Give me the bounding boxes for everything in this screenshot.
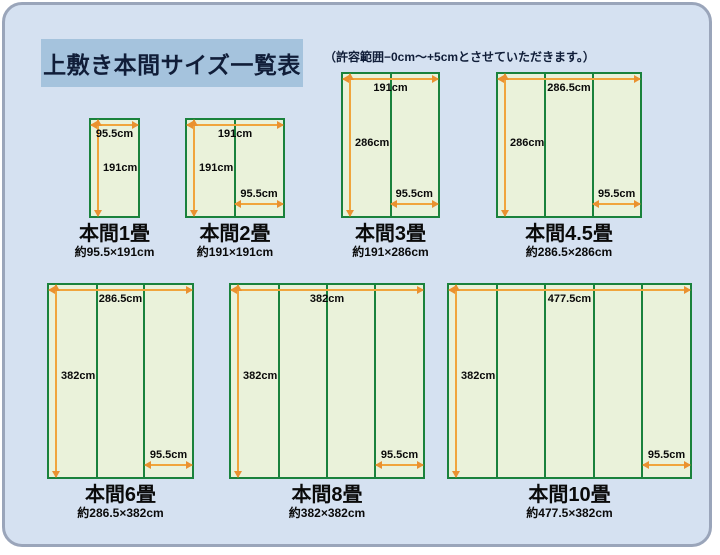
diagram-size-text: 約382×382cm	[288, 506, 366, 520]
height-dim-label: 382cm	[461, 370, 496, 383]
mat-width-arrow	[642, 461, 691, 469]
mat-divider	[326, 285, 328, 477]
height-dim-label: 382cm	[61, 370, 96, 383]
diagram-title: 本間1畳	[78, 223, 151, 245]
width-dim-label: 286.5cm	[547, 82, 591, 94]
mat-width-dim-label: 95.5cm	[647, 449, 686, 461]
width-arrow	[48, 286, 193, 294]
height-arrow	[190, 119, 198, 217]
size-diagram-honma-6jo: 286.5cm 382cm 95.5cm 本間6畳 約286.5×382cm	[47, 283, 194, 520]
diagram-title: 本間8畳	[291, 484, 363, 506]
diagram-title: 本間10畳	[528, 484, 611, 506]
mat-divider	[640, 285, 643, 477]
width-dim-label: 191cm	[373, 82, 408, 94]
mat-divider	[143, 285, 146, 477]
width-arrow	[90, 121, 139, 129]
width-dim-label: 286.5cm	[98, 293, 143, 305]
title-box: 上敷き本間サイズ一覧表	[41, 39, 303, 87]
diagram-size-text: 約286.5×286cm	[525, 245, 613, 259]
mat-divider	[234, 120, 236, 216]
width-arrow	[186, 121, 284, 129]
width-arrow	[448, 286, 691, 294]
diagram-title: 本間6畳	[84, 484, 157, 506]
size-diagram-honma-3jo: 191cm 286cm 95.5cm 本間3畳 約191×286cm	[341, 72, 440, 259]
diagram-title: 本間3畳	[354, 223, 427, 245]
size-diagram-honma-8jo: 382cm 382cm 95.5cm 本間8畳 約382×382cm	[229, 283, 425, 520]
mat-width-dim-label: 95.5cm	[395, 188, 433, 200]
height-arrow	[52, 284, 60, 478]
size-diagram-honma-2jo: 191cm 191cm 95.5cm 本間2畳 約191×191cm	[185, 118, 285, 259]
height-arrow	[501, 73, 509, 217]
tolerance-note: （許容範囲−0cm〜+5cmとさせていただきます。）	[324, 50, 595, 64]
width-arrow	[497, 75, 641, 83]
tatami-mat-outline	[229, 283, 425, 479]
width-dim-label: 477.5cm	[547, 293, 592, 305]
size-diagram-honma-4-5jo: 286.5cm 286cm 95.5cm 本間4.5畳 約286.5×286cm	[496, 72, 642, 259]
width-arrow	[342, 75, 439, 83]
size-diagram-honma-1jo: 95.5cm 191cm 本間1畳 約95.5×191cm	[75, 118, 154, 259]
page-title: 上敷き本間サイズ一覧表	[43, 52, 301, 78]
tatami-mat-outline	[447, 283, 692, 479]
width-dim-label: 382cm	[309, 293, 345, 305]
width-arrow	[230, 286, 424, 294]
mat-width-dim-label: 95.5cm	[149, 449, 188, 461]
mat-divider	[389, 74, 392, 216]
mat-divider	[544, 285, 547, 477]
height-arrow	[452, 284, 460, 478]
height-dim-label: 382cm	[243, 370, 278, 383]
mat-divider	[374, 285, 376, 477]
mat-width-dim-label: 95.5cm	[598, 188, 636, 200]
tatami-mat-outline	[496, 72, 642, 218]
size-diagram-honma-10jo: 477.5cm 382cm 95.5cm 本間10畳 約477.5×382cm	[447, 283, 692, 520]
mat-divider	[95, 285, 98, 477]
diagram-size-text: 約191×286cm	[352, 245, 429, 259]
height-dim-label: 286cm	[510, 136, 545, 149]
mat-width-dim-label: 95.5cm	[240, 188, 278, 200]
height-arrow	[234, 284, 242, 478]
mat-divider	[278, 285, 280, 477]
mat-width-arrow	[144, 461, 193, 469]
mat-width-arrow	[234, 200, 284, 208]
height-dim-label: 191cm	[103, 162, 138, 174]
mat-width-arrow	[389, 200, 439, 208]
mat-divider	[592, 285, 595, 477]
width-dim-label: 95.5cm	[95, 128, 134, 140]
diagram-size-text: 約477.5×382cm	[526, 506, 613, 520]
mat-width-dim-label: 95.5cm	[380, 449, 419, 461]
diagram-title: 本間4.5畳	[525, 223, 613, 245]
tatami-mat-outline	[47, 283, 194, 479]
height-arrow	[346, 73, 354, 217]
height-arrow	[94, 119, 102, 217]
mat-divider	[496, 285, 499, 477]
diagram-size-text: 約191×191cm	[196, 245, 274, 259]
width-dim-label: 191cm	[217, 128, 253, 140]
mat-divider	[544, 74, 547, 216]
height-dim-label: 191cm	[199, 162, 234, 174]
height-dim-label: 286cm	[355, 136, 390, 149]
mat-width-arrow	[592, 200, 641, 208]
diagram-size-text: 約286.5×382cm	[77, 506, 164, 520]
diagram-size-text: 約95.5×191cm	[74, 245, 155, 259]
diagram-title: 本間2畳	[199, 223, 271, 245]
mat-divider	[591, 74, 594, 216]
tatami-mat-outline	[341, 72, 440, 218]
mat-width-arrow	[375, 461, 424, 469]
